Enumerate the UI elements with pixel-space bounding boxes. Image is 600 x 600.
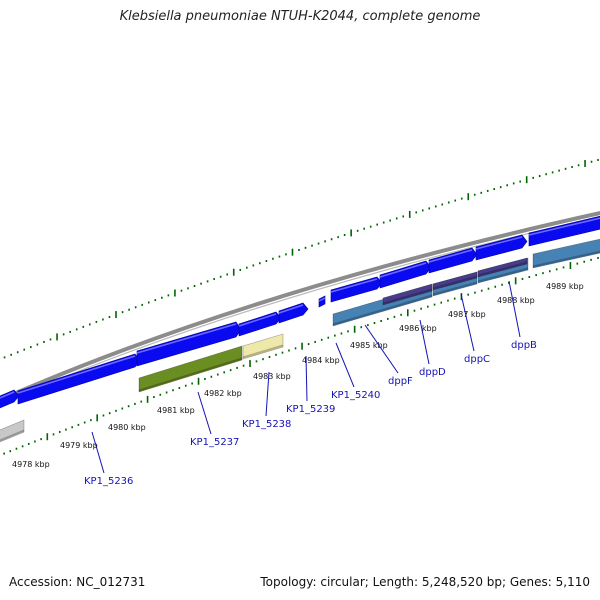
cds-shade [432,275,478,290]
cds-bar-steel [532,238,600,269]
gene-arrow [136,321,242,367]
gene-highlight [318,297,326,302]
gene-label: dppB [511,340,537,351]
tick-label: 4981 kbp [157,406,195,415]
cds-feature-track [0,238,600,443]
gene-highlight [379,262,427,278]
gene-leader-line [197,391,212,435]
cds-bar-yellow [242,333,284,360]
cds-shade [532,250,600,268]
tick-label: 4984 kbp [302,356,340,365]
gene-highlight [136,323,237,354]
gene-highlight [278,304,304,314]
backbone-line [0,211,600,403]
cds-bar-purple [382,283,433,306]
gene-arrow [0,389,20,409]
map-title: Klebsiella pneumoniae NTUH-K2044, comple… [119,9,481,24]
gene-highlight [238,313,277,327]
cds-shade [332,294,433,326]
gene-arrow [17,353,141,405]
gene-label: KP1_5240 [331,390,380,401]
accession-text: Accession: NC_012731 [9,575,146,589]
gene-label: dppC [464,354,490,365]
gene-leader-line [265,371,270,417]
gene-arrow [379,260,432,289]
gene-leader-line [91,431,105,474]
gene-highlight [0,391,15,399]
cds-bar-purple [477,257,528,278]
gene-arrow [428,247,478,274]
cds-shade [242,344,284,359]
gene-leader-line [508,280,521,338]
gene-leader-line [419,319,430,365]
gene-highlight [475,236,523,250]
outer-tick-ruler [3,159,599,359]
tick-label: 4979 kbp [60,441,98,450]
gene-highlight [428,249,473,263]
tick-label: 4989 kbp [546,282,584,291]
cds-bar-olive [138,345,243,393]
cds-shade [382,288,433,305]
cds-shade [0,429,25,442]
gene-label: dppD [419,367,446,378]
forward-strand-genes [0,215,600,409]
inner-tick-ruler [3,257,599,455]
tick-label: 4988 kbp [497,296,535,305]
tick-label: 4985 kbp [350,341,388,350]
kbp-tick-labels: 4978 kbp 4979 kbp 4980 kbp 4981 kbp 4982 kbp… [12,282,584,469]
tick-label: 4986 kbp [399,324,437,333]
tick-label: 4983 kbp [253,372,291,381]
gene-label: KP1_5236 [84,476,133,487]
tick-label: 4980 kbp [108,423,146,432]
gene-arrow [528,215,600,247]
tick-label: 4982 kbp [204,389,242,398]
cds-bar-gray [0,419,25,443]
gene-highlight [330,278,378,293]
gene-label: dppF [388,376,413,387]
gene-highlight [17,355,136,394]
tick-label: 4978 kbp [12,460,50,469]
gene-arrow [278,302,309,324]
gene-label: KP1_5237 [190,437,239,448]
gene-label: KP1_5238 [242,419,291,430]
cds-shade [477,267,529,283]
gene-leader-line [364,324,399,374]
gene-arrow [475,234,528,261]
cds-bar-purple [432,271,478,291]
cds-shade [138,357,243,392]
gene-leader-line [305,355,308,402]
gene-leader-line [335,342,355,388]
cds-shade [432,281,478,296]
gene-leader-line [460,293,475,352]
cds-shade [477,261,528,277]
gene-highlight [528,217,600,236]
gene-label: KP1_5239 [286,404,335,415]
tick-label: 4987 kbp [448,310,486,319]
topology-text: Topology: circular; Length: 5,248,520 bp… [260,575,590,589]
